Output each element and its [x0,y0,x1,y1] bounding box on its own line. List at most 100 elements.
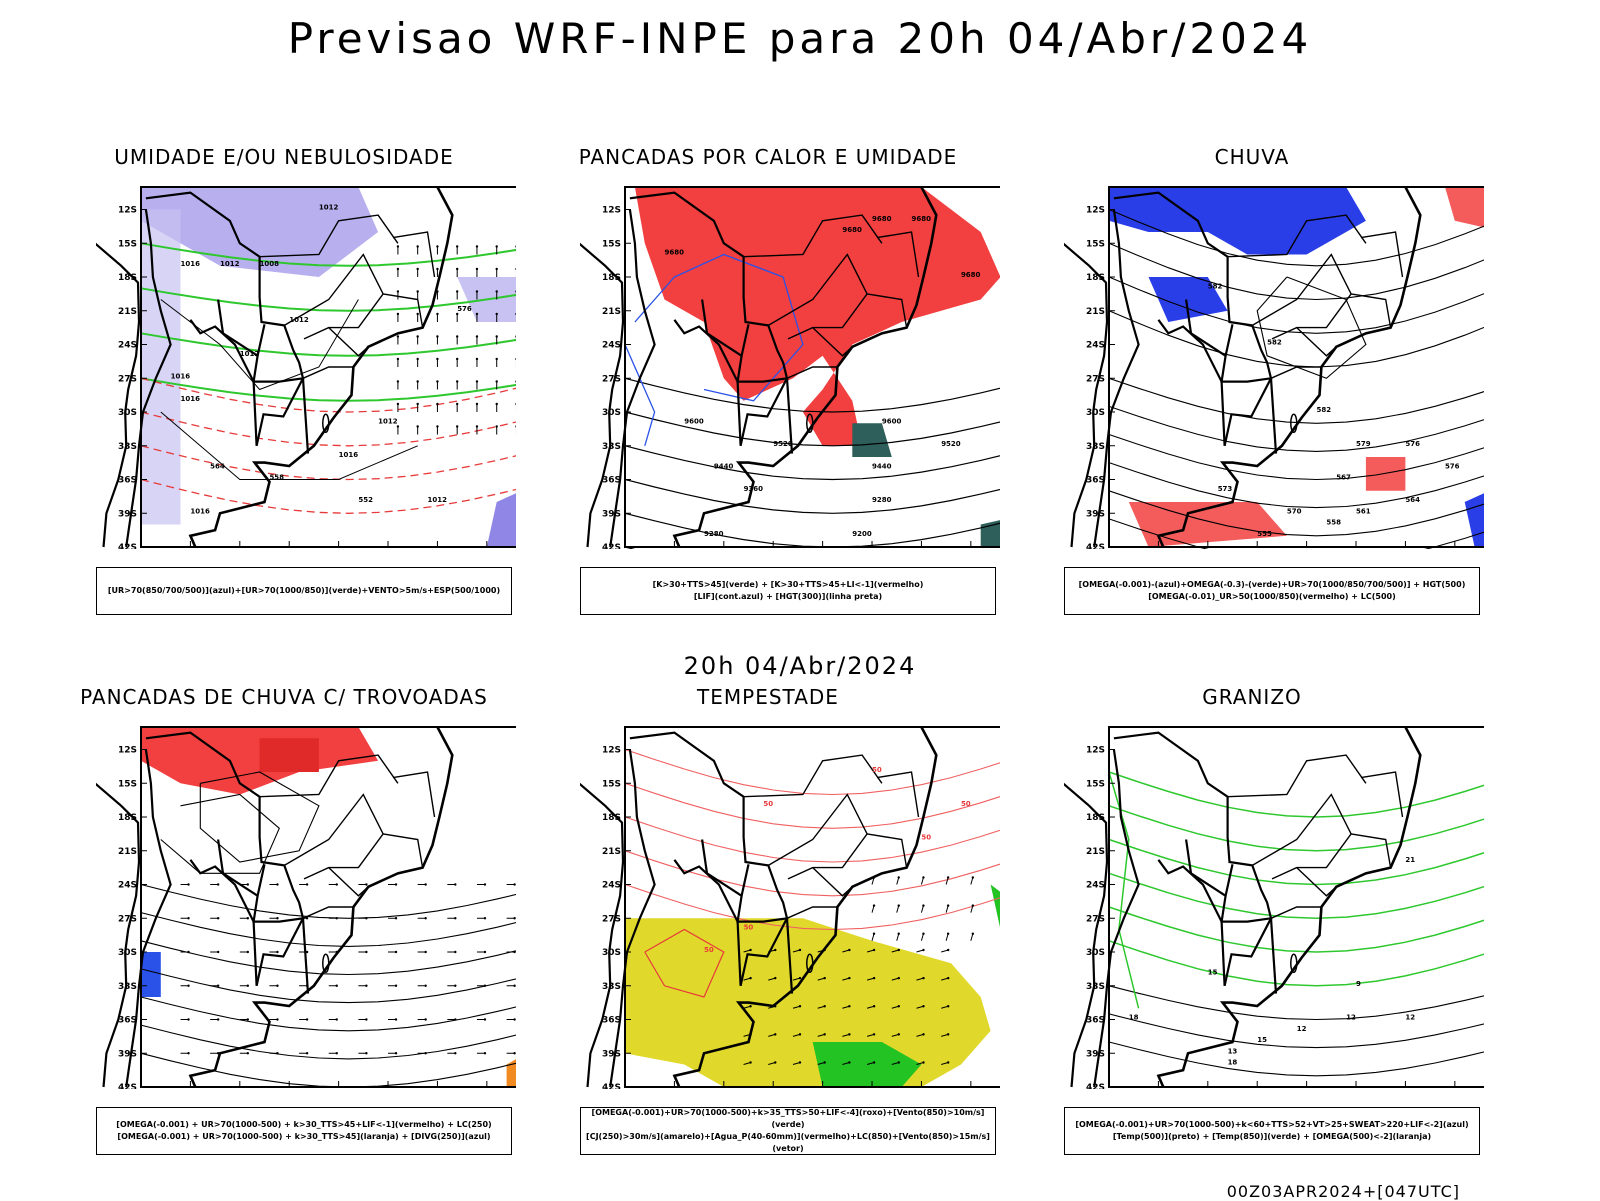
wind-vector-head [515,380,516,383]
wind-vector-head [424,1052,427,1055]
wind-vector-head [749,1061,752,1064]
pancadas-area [634,187,1000,446]
wind-vector [945,933,949,941]
country-border [255,917,304,987]
contour-line [160,411,418,480]
country-border [145,731,305,923]
pancadas-area [852,423,892,457]
wind-vector-head [946,932,950,935]
contour-line [624,411,1000,447]
contour-label: 1012 [378,417,398,425]
lat-tick-label: 36S [1086,476,1105,486]
wind-vector-head [216,984,220,987]
wind-vector-head [416,245,419,248]
contour-line [140,287,516,312]
wind-vector-head [475,335,479,338]
wind-vector-head [455,312,459,316]
wind-vector-head [823,1061,826,1064]
wind-vector-head [798,976,802,980]
lat-tick-label: 18S [602,273,621,283]
lat-tick-label: 21S [602,307,621,317]
country-border [1157,859,1226,986]
wind-vector-head [454,950,457,954]
wind-vector-head [276,883,279,886]
wind-vector-head [946,976,950,980]
contour-line [1108,771,1140,1009]
wind-vector-head [872,1005,876,1008]
lat-tick-label: 42S [602,543,621,549]
contour-label: 50 [763,800,773,808]
wind-vector-head [335,883,338,886]
contour-line [1108,985,1484,1021]
contour-line [624,344,656,446]
lat-tick-label: 33S [118,982,137,992]
contour-line [140,411,516,447]
contour-label: 9680 [961,271,981,279]
lagoon [322,413,330,433]
state-border [302,366,354,379]
wind-vector-head [483,984,487,987]
wind-vector-head [848,1033,851,1036]
panel-legend: [K>30+TTS>45](verde) + [K>30+TTS>45+LI<-… [580,567,996,615]
contour-label: 12 [1346,1014,1356,1022]
contour-label: 1016 [339,451,359,459]
legend-line: [OMEGA(-0.001)+UR>70(1000-500)+k>35_TTS>… [591,1108,985,1129]
lat-tick-label: 18S [1086,273,1105,283]
contour-line [1108,276,1484,334]
wind-vector-head [495,335,498,338]
wind-vector-head [848,948,851,952]
forecast-time-label: 20h 04/Abr/2024 [683,652,917,680]
state-border [1270,906,1322,919]
wind-vector-head [436,267,439,271]
wind-vector-head [823,948,826,952]
wind-vector-head [396,335,400,338]
wind-vector-head [749,976,752,980]
state-border [1360,231,1404,278]
contour-label: 18 [1129,1014,1139,1022]
legend-line: [Temp(500)](preto) + [Temp(850)](verde) … [1112,1132,1432,1141]
contour-label: 9 [1356,980,1361,988]
wind-area [812,1042,922,1087]
map-frame [1108,726,1484,1088]
wind-vector [916,977,924,981]
contour-label: 582 [1208,282,1223,290]
wind-vector-head [513,883,516,886]
lat-tick-label: 27S [118,914,137,924]
wind-vector-head [396,402,400,406]
wind-vector [916,1033,924,1037]
wind-vector-head [922,976,925,980]
wind-vector-head [394,950,398,954]
contour-label: 564 [1405,496,1420,504]
contour-line [140,242,516,267]
state-border [866,833,908,868]
wind-vector-head [455,267,459,271]
wind-vector-head [335,1052,338,1055]
wind-vector [768,1062,776,1065]
wind-vector-head [823,1005,826,1008]
contour-label: 9680 [912,215,932,223]
wind-vector-head [897,1033,900,1036]
wind-vector [891,1033,899,1037]
lat-tick-label: 33S [602,442,621,452]
map-granizo: 12S15S18S21S24S27S30S33S36S39S42S70W65W6… [1064,726,1484,1089]
lat-tick-label: 27S [1086,374,1105,384]
contour-label: 9520 [941,440,961,448]
wind-vector-head [216,1018,220,1021]
wind-vector [842,1005,850,1009]
wind-vector-head [897,876,900,879]
wind-vector-head [365,984,368,987]
wind-vector-head [513,917,516,920]
wind-vector-head [483,950,487,954]
wind-vector-head [971,904,975,907]
wind-vector [792,1062,801,1065]
contour-line [624,748,1000,796]
border-andes [125,749,172,1088]
wind-vector-head [515,402,516,406]
contour-label: 561 [1356,507,1371,515]
wind-vector [743,949,751,953]
state-border [328,867,369,897]
coastline-west [1064,242,1109,548]
wind-vector-head [495,357,498,361]
lat-tick-label: 42S [118,543,137,549]
map-trovoadas: 12S15S18S21S24S27S30S33S36S39S42S70W65W6… [96,726,516,1089]
